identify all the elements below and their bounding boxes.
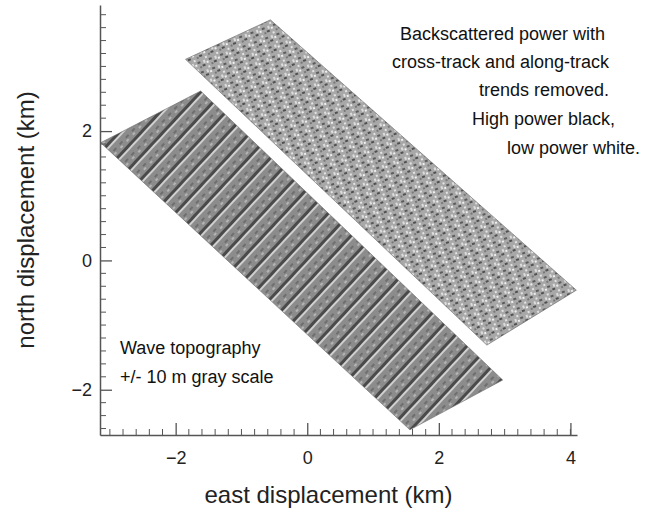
y-axis-title: north displacement (km) [12, 91, 39, 348]
minor-tick [100, 221, 106, 222]
minor-tick [100, 79, 106, 80]
tick-label: −2 [71, 380, 92, 400]
minor-tick [100, 350, 106, 351]
minor-tick [100, 247, 106, 248]
tick-label: −2 [166, 448, 187, 468]
minor-tick [100, 144, 106, 145]
minor-tick [228, 429, 229, 435]
minor-tick [333, 429, 334, 435]
tick-label: 2 [434, 448, 444, 468]
tick: 0 [82, 251, 112, 271]
annotation: Wave topography [120, 338, 260, 358]
minor-tick [100, 27, 106, 28]
minor-tick [100, 299, 106, 300]
annotation: Backscattered power with [400, 24, 605, 44]
tick-mark [176, 423, 177, 435]
minor-tick [399, 429, 400, 435]
chart: −2 0 2 4 −2 0 2 east displacement (km) north dis… [0, 0, 657, 514]
tick-mark [307, 423, 308, 435]
minor-tick [149, 429, 150, 435]
annotation: High power black, [472, 109, 615, 129]
minor-tick [557, 429, 558, 435]
minor-tick [100, 402, 106, 403]
minor-tick [100, 182, 106, 183]
minor-tick [100, 195, 106, 196]
minor-tick [100, 118, 106, 119]
minor-tick [100, 376, 106, 377]
minor-tick [478, 429, 479, 435]
minor-tick [100, 66, 106, 67]
x-axis: −2 0 2 4 [101, 423, 578, 468]
minor-tick [346, 429, 347, 435]
tick: 4 [566, 423, 576, 468]
tick: 2 [434, 423, 444, 468]
tick-label: 2 [82, 121, 92, 141]
tick-label: 0 [303, 448, 313, 468]
tick-mark [570, 423, 571, 435]
minor-tick [100, 415, 106, 416]
minor-tick [412, 429, 413, 435]
tick: 0 [303, 423, 313, 468]
annotation: +/- 10 m gray scale [120, 367, 274, 387]
minor-tick [544, 429, 545, 435]
tick: −2 [71, 380, 112, 400]
minor-tick [491, 429, 492, 435]
tick-mark [439, 423, 440, 435]
minor-tick [100, 208, 106, 209]
minor-tick [386, 429, 387, 435]
tick-label: 0 [82, 251, 92, 271]
minor-tick [254, 429, 255, 435]
minor-tick [373, 429, 374, 435]
minor-tick [425, 429, 426, 435]
minor-tick [136, 429, 137, 435]
minor-tick [465, 429, 466, 435]
minor-tick [100, 53, 106, 54]
minor-tick [100, 92, 106, 93]
minor-tick [100, 234, 106, 235]
minor-tick [123, 429, 124, 435]
minor-tick [530, 429, 531, 435]
minor-tick [504, 429, 505, 435]
annotation: trends removed. [479, 80, 609, 100]
minor-tick [215, 429, 216, 435]
minor-tick [267, 429, 268, 435]
minor-tick [100, 156, 106, 157]
minor-tick [100, 428, 106, 429]
minor-tick [100, 169, 106, 170]
tick-mark [100, 260, 112, 261]
minor-tick [100, 105, 106, 106]
tick-mark [100, 390, 112, 391]
minor-tick [100, 286, 106, 287]
minor-tick [100, 14, 106, 15]
minor-tick [320, 429, 321, 435]
tick-label: 4 [566, 448, 576, 468]
minor-tick [109, 429, 110, 435]
axis-line [101, 435, 578, 437]
minor-tick [100, 363, 106, 364]
tick: −2 [166, 423, 187, 468]
annotation: low power white. [507, 138, 640, 158]
minor-tick [201, 429, 202, 435]
minor-tick [570, 429, 571, 435]
minor-tick [100, 325, 106, 326]
minor-tick [100, 312, 106, 313]
minor-tick [162, 429, 163, 435]
tick: 2 [82, 121, 112, 141]
axis-line [100, 6, 102, 436]
minor-tick [100, 273, 106, 274]
tick-mark [100, 131, 112, 132]
minor-tick [100, 338, 106, 339]
annotation: cross-track and along-track [392, 52, 610, 72]
minor-tick [241, 429, 242, 435]
minor-tick [280, 429, 281, 435]
x-axis-title: east displacement (km) [204, 481, 452, 508]
y-axis: −2 0 2 [71, 6, 112, 436]
minor-tick [451, 429, 452, 435]
minor-tick [294, 429, 295, 435]
minor-tick [188, 429, 189, 435]
minor-tick [100, 40, 106, 41]
minor-tick [517, 429, 518, 435]
minor-tick [359, 429, 360, 435]
